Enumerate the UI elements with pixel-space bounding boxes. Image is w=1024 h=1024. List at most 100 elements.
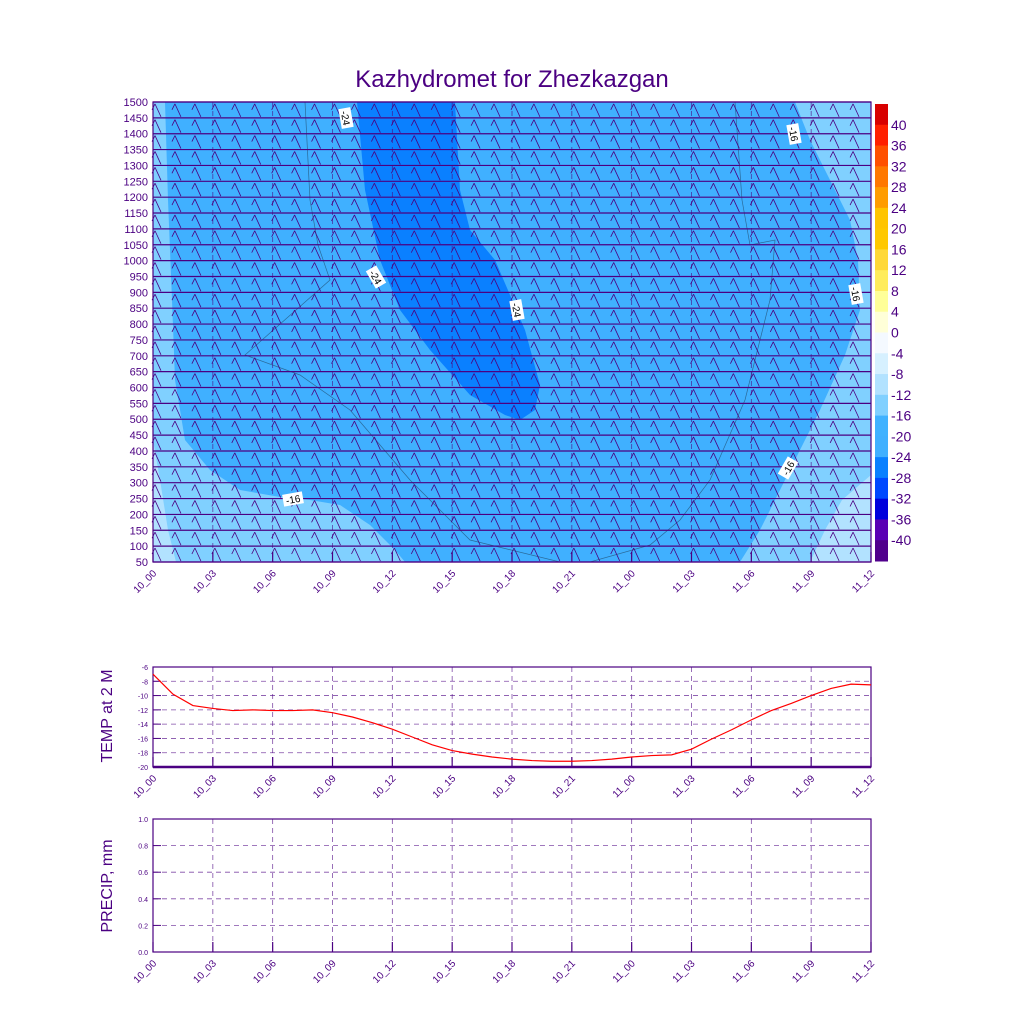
wind-barb (710, 389, 720, 403)
wind-barb (271, 468, 282, 482)
y-tick-label: 100 (130, 541, 148, 553)
x-tick-label: 11_00 (611, 773, 638, 800)
wind-barb (410, 246, 421, 260)
wind-barb (789, 309, 800, 324)
wind-barb (769, 452, 780, 466)
wind-barb (371, 357, 381, 371)
colorbar-box (875, 540, 888, 562)
wind-barb (450, 357, 461, 371)
colorbar-box (875, 166, 888, 188)
x-tick-label: 10_15 (431, 958, 459, 986)
wind-barb (291, 294, 301, 308)
colorbar: 4036322824201612840-4-8-12-16-20-24-28-3… (875, 104, 911, 562)
x-tick-label: 10_03 (192, 568, 220, 596)
wind-barb (650, 278, 660, 292)
wind-barb (710, 436, 720, 451)
contour-label-text: -16 (848, 286, 861, 303)
wind-barb (191, 214, 202, 229)
wind-barb (490, 294, 501, 308)
wind-barb (809, 452, 820, 466)
wind-barb (789, 500, 800, 514)
wind-barb (450, 198, 461, 213)
wind-barb (650, 516, 660, 530)
colorbar-label: -16 (891, 408, 911, 424)
wind-barb (490, 516, 501, 530)
wind-barb (251, 420, 262, 435)
wind-barb (570, 389, 581, 403)
wind-barb (371, 420, 381, 435)
wind-barb (271, 119, 282, 133)
wind-barb (450, 262, 461, 276)
wind-barb (809, 167, 820, 181)
wind-barb (650, 389, 660, 403)
wind-barb (351, 500, 361, 514)
wind-barb (390, 294, 401, 308)
wind-barb (749, 452, 760, 466)
wind-barb (769, 436, 780, 451)
wind-barb (331, 151, 341, 165)
wind-barb (171, 436, 182, 451)
wind-barb (570, 262, 581, 276)
wind-barb (510, 500, 521, 514)
wind-barb (271, 484, 282, 498)
wind-barb (670, 103, 680, 118)
y-tick-label: 550 (130, 398, 148, 410)
wind-barb (371, 230, 381, 244)
wind-barb (191, 500, 202, 514)
wind-barb (510, 198, 521, 213)
x-tick-label: 10_12 (371, 958, 399, 986)
wind-barb (769, 484, 780, 498)
wind-barb (410, 500, 421, 514)
wind-barb (331, 389, 341, 403)
wind-barb (630, 103, 641, 118)
wind-barb (710, 103, 720, 118)
wind-barb (610, 119, 621, 133)
wind-barb (769, 214, 780, 229)
y-tick-label: 350 (130, 462, 148, 474)
wind-barb (710, 547, 720, 562)
wind-barb (390, 516, 401, 530)
x-tick-label: 11_06 (731, 958, 758, 985)
wind-barb (311, 103, 321, 118)
wind-barb (809, 357, 820, 371)
wind-barb (191, 452, 202, 466)
wind-barb (690, 246, 700, 260)
wind-barb (590, 167, 601, 181)
wind-barb (371, 516, 381, 530)
wind-barb (251, 309, 262, 324)
wind-barb (510, 531, 521, 546)
wind-barbs (151, 103, 860, 562)
wind-barb (430, 230, 441, 244)
wind-barb (730, 389, 740, 403)
wind-barb (630, 420, 641, 435)
wind-barb (430, 198, 441, 213)
x-tick-label: 11_12 (850, 568, 877, 595)
colorbar-label: 28 (891, 179, 907, 195)
wind-barb (710, 500, 720, 514)
wind-barb (311, 198, 321, 213)
contour-label-text: -24 (509, 302, 522, 319)
wind-barb (371, 182, 381, 197)
wind-barb (849, 436, 860, 451)
wind-barb (410, 531, 421, 546)
wind-barb (351, 246, 361, 260)
wind-barb (470, 230, 481, 244)
y-tick-label: -12 (138, 708, 148, 715)
wind-barb (291, 468, 301, 482)
wind-barb (710, 135, 720, 149)
wind-barb (570, 135, 581, 149)
wind-barb (650, 294, 660, 308)
wind-barb (829, 230, 840, 244)
wind-barb (311, 436, 321, 451)
wind-barb (430, 452, 441, 466)
contour-label: -24 (338, 107, 354, 129)
wind-barb (570, 214, 581, 229)
wind-barb (490, 373, 501, 387)
wind-barb (710, 468, 720, 482)
wind-barb (211, 325, 222, 340)
wind-barb (191, 484, 202, 498)
wind-barb (231, 246, 242, 260)
wind-barb (271, 151, 282, 165)
colorbar-label: -40 (891, 532, 911, 548)
wind-barb (231, 230, 242, 244)
